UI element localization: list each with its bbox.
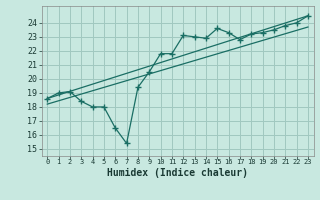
X-axis label: Humidex (Indice chaleur): Humidex (Indice chaleur): [107, 168, 248, 178]
